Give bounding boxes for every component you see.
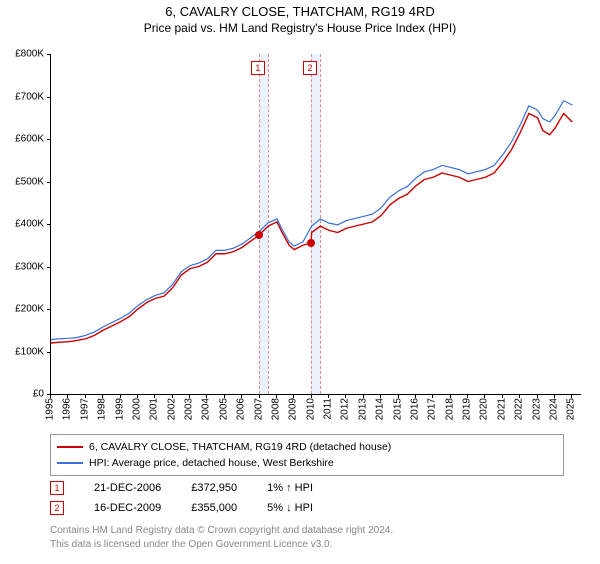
x-axis-tick-label: 2025 (566, 398, 577, 420)
x-axis-tick-label: 2014 (375, 398, 386, 420)
x-axis-tick-label: 2023 (531, 398, 542, 420)
y-axis-tick-label: £600K (15, 134, 44, 145)
y-axis-tick-label: £0 (33, 389, 44, 400)
events-table: 1 21-DEC-2006 £372,950 1% ↑ HPI 2 16-DEC… (50, 478, 313, 518)
x-axis-tick-label: 2024 (548, 398, 559, 420)
x-axis-tick-label: 1996 (62, 398, 73, 420)
sale-marker-number-box: 2 (303, 61, 317, 75)
series-line-property (51, 114, 572, 344)
x-axis-tick-label: 1999 (114, 398, 125, 420)
legend-label: HPI: Average price, detached house, West… (89, 457, 334, 469)
event-delta: 1% ↑ HPI (267, 482, 313, 494)
chart-title: 6, CAVALRY CLOSE, THATCHAM, RG19 4RD (0, 4, 600, 19)
y-axis-tick-label: £700K (15, 91, 44, 102)
x-axis-tick-label: 1998 (97, 398, 108, 420)
y-axis-tick-label: £500K (15, 176, 44, 187)
x-axis-tick-label: 2017 (427, 398, 438, 420)
event-price: £372,950 (191, 482, 237, 494)
y-axis-tick-mark (47, 54, 51, 55)
legend-box: 6, CAVALRY CLOSE, THATCHAM, RG19 4RD (de… (50, 434, 564, 476)
x-axis-tick-label: 2004 (201, 398, 212, 420)
y-axis-tick-mark (47, 139, 51, 140)
y-axis-tick-mark (47, 182, 51, 183)
line-series-svg (51, 54, 581, 394)
x-axis-tick-label: 2021 (496, 398, 507, 420)
x-axis-tick-label: 2018 (444, 398, 455, 420)
chart-subtitle: Price paid vs. HM Land Registry's House … (0, 21, 600, 35)
x-axis-tick-label: 2020 (479, 398, 490, 420)
x-axis-tick-label: 1997 (79, 398, 90, 420)
y-axis-tick-mark (47, 224, 51, 225)
x-axis-tick-label: 2022 (514, 398, 525, 420)
sale-marker-number-box: 1 (251, 61, 265, 75)
x-axis-tick-label: 2011 (323, 398, 334, 420)
y-axis-tick-label: £300K (15, 261, 44, 272)
sale-marker-dot (307, 239, 315, 247)
x-axis-tick-label: 2000 (131, 398, 142, 420)
x-axis-tick-label: 2016 (409, 398, 420, 420)
x-axis-tick-label: 2002 (166, 398, 177, 420)
x-axis-tick-label: 2006 (236, 398, 247, 420)
sale-marker-dot (255, 231, 263, 239)
chart-area: £0£100K£200K£300K£400K£500K£600K£700K£80… (50, 54, 580, 394)
x-axis-tick-label: 2012 (340, 398, 351, 420)
table-row: 1 21-DEC-2006 £372,950 1% ↑ HPI (50, 478, 313, 498)
y-axis-tick-mark (47, 309, 51, 310)
x-axis-tick-label: 2008 (270, 398, 281, 420)
y-axis-tick-mark (47, 97, 51, 98)
event-date: 16-DEC-2009 (94, 502, 161, 514)
legend-swatch (57, 446, 83, 448)
x-axis-tick-label: 2019 (462, 398, 473, 420)
footer-attribution: Contains HM Land Registry data © Crown c… (50, 524, 393, 551)
x-axis-tick-label: 2001 (149, 398, 160, 420)
event-date: 21-DEC-2006 (94, 482, 161, 494)
plot-area (50, 54, 581, 395)
y-axis-tick-label: £100K (15, 346, 44, 357)
footer-line: This data is licensed under the Open Gov… (50, 538, 393, 552)
x-axis-tick-label: 1995 (45, 398, 56, 420)
legend-swatch (57, 462, 83, 464)
legend-label: 6, CAVALRY CLOSE, THATCHAM, RG19 4RD (de… (89, 441, 391, 453)
y-axis-tick-label: £200K (15, 304, 44, 315)
legend-item: HPI: Average price, detached house, West… (57, 455, 557, 471)
event-delta: 5% ↓ HPI (267, 502, 313, 514)
y-axis-tick-label: £400K (15, 219, 44, 230)
x-axis-tick-label: 2009 (288, 398, 299, 420)
x-axis-tick-label: 2010 (305, 398, 316, 420)
x-axis-tick-label: 2005 (218, 398, 229, 420)
x-axis-tick-label: 2007 (253, 398, 264, 420)
event-number-box: 1 (50, 481, 64, 495)
y-axis-tick-label: £800K (15, 49, 44, 60)
table-row: 2 16-DEC-2009 £355,000 5% ↓ HPI (50, 498, 313, 518)
figure-root: 6, CAVALRY CLOSE, THATCHAM, RG19 4RD Pri… (0, 4, 600, 564)
footer-line: Contains HM Land Registry data © Crown c… (50, 524, 393, 538)
y-axis-tick-mark (47, 352, 51, 353)
legend-item: 6, CAVALRY CLOSE, THATCHAM, RG19 4RD (de… (57, 439, 557, 455)
series-line-hpi (51, 101, 572, 340)
x-axis-tick-label: 2013 (357, 398, 368, 420)
x-axis-tick-label: 2015 (392, 398, 403, 420)
event-number-box: 2 (50, 501, 64, 515)
x-axis-tick-label: 2003 (184, 398, 195, 420)
y-axis-tick-mark (47, 267, 51, 268)
event-price: £355,000 (191, 502, 237, 514)
